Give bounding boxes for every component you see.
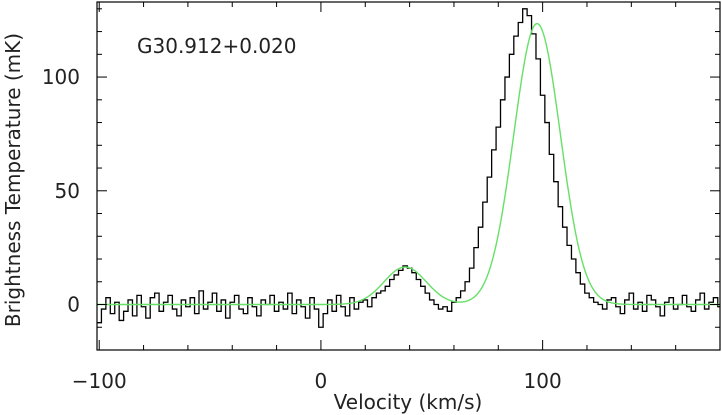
- y-axis-label: Brightness Temperature (mK): [1, 33, 25, 327]
- x-axis-label: Velocity (km/s): [334, 390, 483, 414]
- gaussian-fit-line: [97, 22, 720, 306]
- y-tick-label: 0: [67, 293, 80, 317]
- source-annotation: G30.912+0.020: [137, 34, 297, 58]
- plot-frame: [96, 1, 721, 351]
- y-tick-label: 50: [55, 179, 80, 203]
- plot-series-group: [97, 8, 720, 328]
- axes-frame: −100 0 100 0 50 100: [42, 1, 721, 393]
- plot-area: [97, 8, 720, 328]
- x-tick-label: 100: [524, 369, 562, 393]
- y-tick-label: 100: [42, 65, 80, 89]
- x-tick-label: 0: [315, 369, 328, 393]
- x-tick-label: −100: [72, 369, 127, 393]
